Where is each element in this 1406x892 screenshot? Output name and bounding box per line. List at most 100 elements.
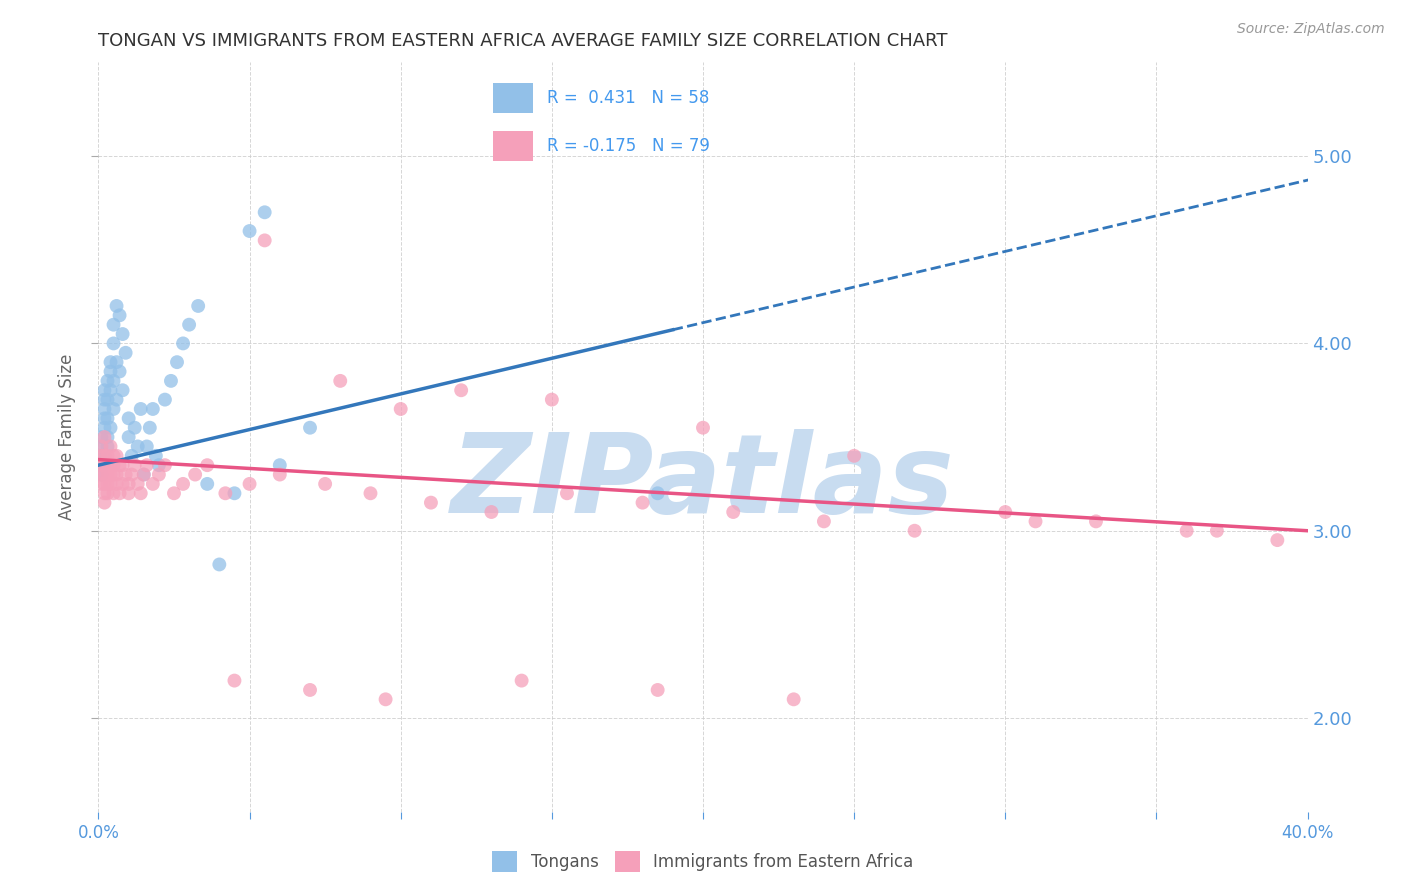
Point	[555, 486, 578, 500]
Point	[1024, 514, 1046, 528]
Point	[299, 683, 322, 698]
Point	[114, 467, 136, 482]
Point	[510, 673, 533, 688]
Point	[96, 476, 118, 491]
Point	[111, 458, 134, 473]
Point	[90, 449, 112, 463]
Point	[631, 495, 654, 509]
Point	[118, 430, 141, 444]
Point	[90, 458, 112, 473]
Point	[129, 401, 152, 416]
Point	[142, 476, 165, 491]
Point	[153, 392, 176, 407]
Point	[153, 458, 176, 473]
Point	[90, 476, 112, 491]
Y-axis label: Average Family Size: Average Family Size	[58, 354, 76, 520]
Point	[96, 374, 118, 388]
Point	[360, 486, 382, 500]
Point	[299, 421, 322, 435]
Point	[374, 692, 396, 706]
Point	[208, 558, 231, 572]
Point	[163, 486, 186, 500]
Point	[172, 336, 194, 351]
Point	[132, 467, 155, 482]
Point	[187, 299, 209, 313]
Point	[224, 486, 246, 500]
Point	[195, 476, 218, 491]
Point	[127, 439, 149, 453]
Point	[481, 505, 503, 519]
Point	[111, 476, 134, 491]
Point	[103, 486, 125, 500]
Point	[90, 467, 112, 482]
Point	[93, 392, 115, 407]
Point	[103, 318, 125, 332]
Point	[135, 439, 157, 453]
Point	[118, 411, 141, 425]
Point	[139, 421, 162, 435]
Point	[105, 355, 128, 369]
Point	[103, 449, 125, 463]
Point	[96, 430, 118, 444]
Point	[93, 421, 115, 435]
Point	[93, 467, 115, 482]
Point	[93, 486, 115, 500]
Point	[118, 486, 141, 500]
Point	[100, 384, 122, 398]
Point	[90, 430, 112, 444]
Point	[647, 486, 669, 500]
Text: Source: ZipAtlas.com: Source: ZipAtlas.com	[1237, 22, 1385, 37]
Point	[314, 476, 336, 491]
Point	[90, 449, 112, 463]
Point	[132, 467, 155, 482]
Point	[103, 336, 125, 351]
Point	[195, 458, 218, 473]
Point	[239, 224, 262, 238]
Point	[100, 476, 122, 491]
Point	[1175, 524, 1198, 538]
Point	[184, 467, 207, 482]
Point	[93, 495, 115, 509]
Point	[100, 458, 122, 473]
Point	[111, 326, 134, 341]
Point	[105, 392, 128, 407]
Point	[389, 401, 412, 416]
Point	[1085, 514, 1108, 528]
Point	[420, 495, 443, 509]
Point	[114, 345, 136, 359]
Point	[166, 355, 188, 369]
Point	[96, 411, 118, 425]
Point	[118, 476, 141, 491]
Point	[100, 364, 122, 378]
Point	[121, 467, 143, 482]
Point	[148, 458, 170, 473]
Point	[90, 467, 112, 482]
Point	[145, 449, 167, 463]
Point	[96, 458, 118, 473]
Point	[450, 384, 472, 398]
Point	[105, 449, 128, 463]
Point	[135, 458, 157, 473]
Point	[813, 514, 835, 528]
Point	[93, 430, 115, 444]
Point	[105, 476, 128, 491]
Point	[1206, 524, 1229, 538]
Point	[93, 411, 115, 425]
Point	[172, 476, 194, 491]
Text: TONGAN VS IMMIGRANTS FROM EASTERN AFRICA AVERAGE FAMILY SIZE CORRELATION CHART: TONGAN VS IMMIGRANTS FROM EASTERN AFRICA…	[98, 32, 948, 50]
Point	[904, 524, 927, 538]
Point	[93, 401, 115, 416]
Point	[148, 467, 170, 482]
Point	[93, 476, 115, 491]
Text: ZIPatlas: ZIPatlas	[451, 428, 955, 535]
Point	[124, 421, 146, 435]
Point	[994, 505, 1017, 519]
Point	[93, 449, 115, 463]
Point	[105, 299, 128, 313]
Point	[96, 449, 118, 463]
Point	[253, 233, 276, 247]
Point	[100, 439, 122, 453]
Point	[93, 449, 115, 463]
Point	[124, 458, 146, 473]
Point	[90, 458, 112, 473]
